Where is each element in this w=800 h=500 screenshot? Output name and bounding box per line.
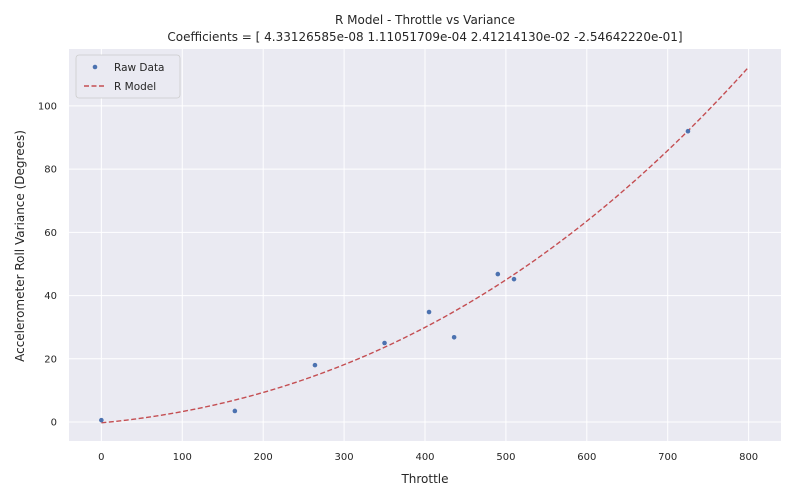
legend: Raw Data R Model [75,54,181,99]
x-axis-label: Throttle [400,472,448,486]
y-tick-label: 0 [51,418,57,429]
data-point [312,362,318,368]
y-axis-label: Accelerometer Roll Variance (Degrees) [13,130,27,362]
legend-label: R Model [114,81,156,93]
data-point [495,271,501,277]
x-tick-label: 0 [98,452,104,463]
x-tick-label: 100 [173,452,192,463]
legend-box [75,54,181,99]
x-tick-label: 400 [415,452,434,463]
tick-labels: 0 100 200 300 400 500 600 700 800 0 20 40 60 80 100 [38,101,758,463]
model-series [101,66,750,424]
data-point [232,408,238,414]
x-tick-label: 300 [335,452,354,463]
chart-title: R Model - Throttle vs Variance [335,13,515,27]
x-tick-label: 600 [577,452,596,463]
y-tick-label: 60 [44,228,57,239]
legend-marker-swatch [92,64,98,70]
data-point [382,340,387,346]
legend-label: Raw Data [114,62,165,74]
x-tick-label: 200 [254,452,273,463]
model-curve [101,66,750,424]
y-tick-label: 20 [44,354,57,365]
y-tick-label: 80 [44,165,57,176]
grid [69,49,781,441]
raw-data-series [99,128,691,423]
data-point [685,128,691,134]
y-tick-label: 40 [44,291,57,302]
x-tick-label: 500 [496,452,515,463]
y-tick-label: 100 [38,101,57,112]
data-point [99,417,104,423]
x-tick-label: 700 [658,452,677,463]
chart-subtitle: Coefficients = [ 4.33126585e-08 1.110517… [167,30,682,44]
data-point [511,276,517,282]
data-point [451,335,457,340]
x-tick-label: 800 [739,452,758,463]
data-point [426,309,432,315]
